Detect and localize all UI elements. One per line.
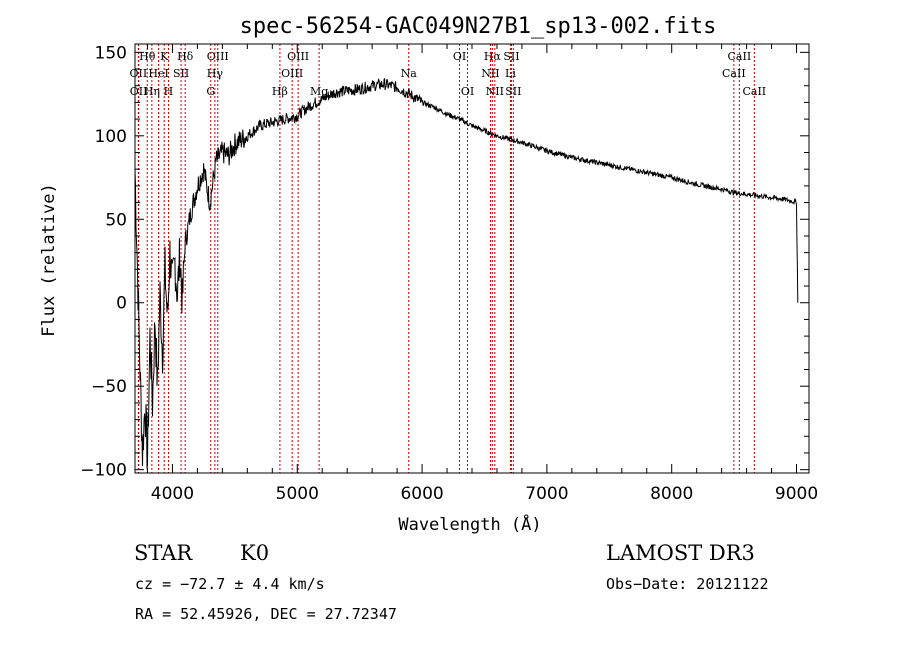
spectral-line-label: Hα xyxy=(484,50,502,63)
x-tick-label: 7000 xyxy=(525,484,568,504)
spectral-line-label: Hη xyxy=(144,85,160,98)
survey-name: LAMOST DR3 xyxy=(606,541,755,565)
spectral-line-label: NII xyxy=(481,67,499,80)
y-axis-label: Flux (relative) xyxy=(39,183,59,337)
spectral-line-label: H xyxy=(164,85,174,98)
spectral-line-label: Mg xyxy=(310,85,328,98)
plot-frame xyxy=(134,43,810,474)
y-tick-label: −100 xyxy=(80,461,127,481)
y-tick-label: 50 xyxy=(105,210,127,230)
spectral-line-label: G xyxy=(206,85,215,98)
spectral-line-label: CaII xyxy=(742,85,766,98)
y-tick-label: 100 xyxy=(95,127,127,147)
spectral-line-label: Hδ xyxy=(177,50,194,63)
spectral-line-label: Li xyxy=(505,67,516,80)
spectral-line-label: Hβ xyxy=(272,85,288,98)
spectrum-line xyxy=(134,77,799,469)
y-tick-label: −50 xyxy=(91,377,127,397)
x-tick-label: 4000 xyxy=(151,484,194,504)
x-tick-label: 8000 xyxy=(650,484,693,504)
spectral-line-label: SII xyxy=(503,50,519,63)
spectral-line-label: Na xyxy=(401,67,418,80)
x-tick-label: 9000 xyxy=(775,484,818,504)
y-tick-label: 0 xyxy=(116,294,127,314)
x-tick-label: 5000 xyxy=(276,484,319,504)
spectral-line-label: CaII xyxy=(722,67,746,80)
object-class: STAR xyxy=(134,541,193,565)
spectral-line-label: OIII xyxy=(281,67,303,80)
x-axis-label: Wavelength (Å) xyxy=(398,513,541,535)
spectral-line-label: SII xyxy=(505,85,521,98)
spectral-line-label: CaII xyxy=(728,50,752,63)
spectral-line-label: OI xyxy=(453,50,466,63)
object-subclass: K0 xyxy=(240,541,269,565)
spectral-line-label: OIII xyxy=(287,50,309,63)
y-tick-label: 150 xyxy=(95,43,127,63)
spectral-line-label: HeI xyxy=(148,67,168,80)
spectral-line-label: OII xyxy=(130,85,148,98)
spectral-line-label: K xyxy=(160,50,169,63)
spectral-line-label: SII xyxy=(173,67,189,80)
chart-title: spec-56254-GAC049N27B1_sp13-002.fits xyxy=(240,14,717,39)
spectral-line-label: OIII xyxy=(207,50,229,63)
coordinates: RA = 52.45926, DEC = 27.72347 xyxy=(135,605,397,623)
observation-date: Obs−Date: 20121122 xyxy=(606,575,769,593)
spectral-line-label: Hγ xyxy=(207,67,224,80)
redshift-velocity: cz = −72.7 ± 4.4 km/s xyxy=(135,575,325,593)
x-tick-label: 6000 xyxy=(400,484,443,504)
spectral-line-label: OI xyxy=(461,85,474,98)
spectral-line-label: NII xyxy=(486,85,504,98)
